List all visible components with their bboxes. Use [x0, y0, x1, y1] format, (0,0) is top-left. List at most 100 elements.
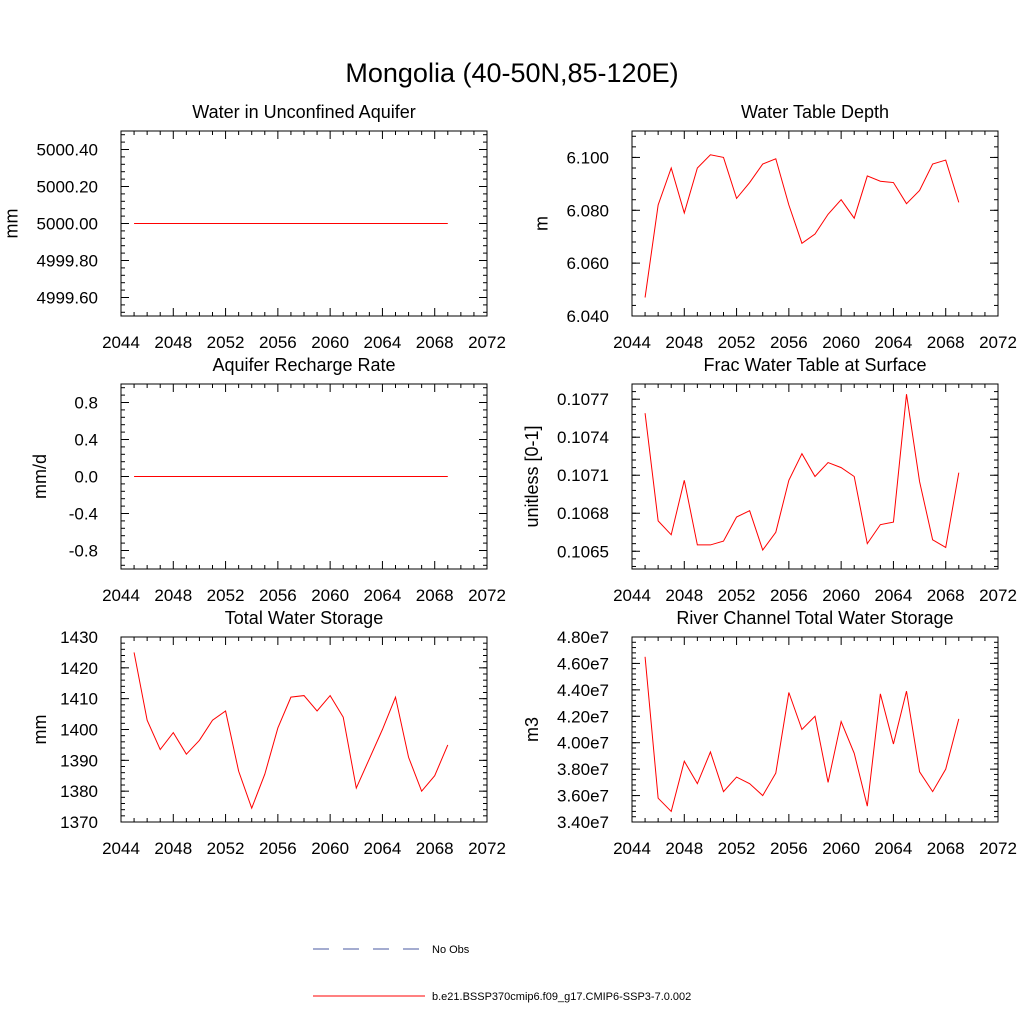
x-tick-label: 2048 — [665, 839, 703, 858]
y-tick-label: -0.8 — [69, 542, 98, 561]
series-line — [644, 154, 960, 298]
x-tick-label: 2072 — [979, 586, 1017, 605]
y-axis-label: unitless [0-1] — [522, 425, 542, 527]
y-tick-label: 1430 — [60, 628, 98, 647]
y-tick-label: 1390 — [60, 751, 98, 770]
x-tick-label: 2064 — [364, 586, 402, 605]
y-axis-label: mm — [30, 715, 50, 745]
x-tick-label: 2052 — [207, 586, 245, 605]
x-tick-label: 2072 — [468, 839, 506, 858]
x-tick-label: 2048 — [154, 586, 192, 605]
x-tick-label: 2068 — [927, 586, 965, 605]
y-tick-label: 5000.40 — [37, 141, 98, 160]
x-tick-label: 2072 — [979, 333, 1017, 352]
x-tick-label: 2072 — [979, 839, 1017, 858]
y-tick-label: 4999.60 — [37, 289, 98, 308]
y-tick-label: 4999.80 — [37, 252, 98, 271]
x-tick-label: 2056 — [770, 586, 808, 605]
series-line — [644, 394, 960, 552]
y-tick-label: 6.040 — [566, 307, 609, 326]
y-tick-label: 6.060 — [566, 254, 609, 273]
y-tick-label: -0.4 — [69, 505, 98, 524]
y-tick-label: 0.1068 — [557, 504, 609, 523]
x-tick-label: 2072 — [468, 586, 506, 605]
x-tick-label: 2060 — [311, 333, 349, 352]
chart-panel: Total Water Storage 2044 2048 2052 2056 2060 2… — [30, 608, 506, 858]
x-tick-label: 2072 — [468, 333, 506, 352]
y-axis-label: mm/d — [30, 454, 50, 499]
x-tick-label: 2056 — [770, 839, 808, 858]
plot-frame — [631, 636, 999, 823]
y-tick-label: 0.1074 — [557, 428, 609, 447]
x-tick-label: 2044 — [102, 333, 140, 352]
legend-label: No Obs — [432, 944, 470, 956]
y-tick-label: 4.00e7 — [557, 734, 609, 753]
y-tick-label: 1400 — [60, 721, 98, 740]
x-tick-label: 2060 — [311, 839, 349, 858]
plot-frame — [631, 130, 999, 317]
y-tick-label: 6.100 — [566, 148, 609, 167]
panel-title: Water Table Depth — [741, 102, 889, 122]
y-tick-label: 1420 — [60, 659, 98, 678]
legend-label: b.e21.BSSP370cmip6.f09_g17.CMIP6-SSP3-7.… — [432, 991, 691, 1003]
panel-title: River Channel Total Water Storage — [676, 608, 953, 628]
x-tick-label: 2064 — [875, 333, 913, 352]
chart-panel: River Channel Total Water Storage 2044 204… — [522, 608, 1017, 858]
x-tick-label: 2056 — [259, 333, 297, 352]
series-line — [644, 656, 960, 813]
x-tick-label: 2068 — [416, 839, 454, 858]
x-tick-label: 2068 — [927, 839, 965, 858]
x-tick-label: 2052 — [718, 839, 756, 858]
y-tick-label: 6.080 — [566, 201, 609, 220]
x-tick-label: 2052 — [718, 333, 756, 352]
y-tick-label: 1370 — [60, 813, 98, 832]
x-tick-label: 2044 — [102, 839, 140, 858]
x-tick-label: 2060 — [311, 586, 349, 605]
x-tick-label: 2068 — [416, 333, 454, 352]
plot-frame — [120, 636, 488, 823]
x-tick-label: 2064 — [875, 839, 913, 858]
x-tick-label: 2060 — [822, 586, 860, 605]
figure-title: Mongolia (40-50N,85-120E) — [345, 58, 678, 88]
panel-title: Water in Unconfined Aquifer — [192, 102, 415, 122]
y-tick-label: 0.1077 — [557, 390, 609, 409]
x-tick-label: 2068 — [927, 333, 965, 352]
y-tick-label: 0.0 — [74, 468, 98, 487]
y-tick-label: 0.4 — [74, 431, 98, 450]
x-tick-label: 2056 — [770, 333, 808, 352]
x-tick-label: 2056 — [259, 839, 297, 858]
panel-title: Total Water Storage — [225, 608, 383, 628]
x-tick-label: 2060 — [822, 333, 860, 352]
y-tick-label: 1380 — [60, 782, 98, 801]
y-tick-label: 4.60e7 — [557, 654, 609, 673]
x-tick-label: 2044 — [102, 586, 140, 605]
y-tick-label: 4.40e7 — [557, 681, 609, 700]
panel-title: Frac Water Table at Surface — [703, 355, 926, 375]
x-tick-label: 2052 — [207, 333, 245, 352]
x-tick-label: 2048 — [665, 586, 703, 605]
y-tick-label: 4.80e7 — [557, 628, 609, 647]
y-tick-label: 3.60e7 — [557, 787, 609, 806]
x-tick-label: 2052 — [718, 586, 756, 605]
x-tick-label: 2064 — [364, 333, 402, 352]
x-tick-label: 2052 — [207, 839, 245, 858]
x-tick-label: 2064 — [875, 586, 913, 605]
panel-title: Aquifer Recharge Rate — [212, 355, 395, 375]
y-tick-label: 5000.20 — [37, 178, 98, 197]
y-tick-label: 0.1065 — [557, 542, 609, 561]
y-axis-label: m — [532, 216, 552, 231]
x-tick-label: 2056 — [259, 586, 297, 605]
y-axis-label: mm — [2, 209, 22, 239]
chart-panel: Water in Unconfined Aquifer 2044 2048 2052 2… — [2, 102, 506, 352]
y-tick-label: 0.8 — [74, 394, 98, 413]
y-tick-label: 3.40e7 — [557, 813, 609, 832]
chart-panel: Aquifer Recharge Rate 2044 2048 2052 2056 206… — [30, 355, 506, 605]
y-tick-label: 0.1071 — [557, 466, 609, 485]
x-tick-label: 2048 — [665, 333, 703, 352]
y-tick-label: 5000.00 — [37, 215, 98, 234]
x-tick-label: 2044 — [613, 586, 651, 605]
y-tick-label: 3.80e7 — [557, 760, 609, 779]
y-tick-label: 1410 — [60, 690, 98, 709]
x-tick-label: 2044 — [613, 333, 651, 352]
